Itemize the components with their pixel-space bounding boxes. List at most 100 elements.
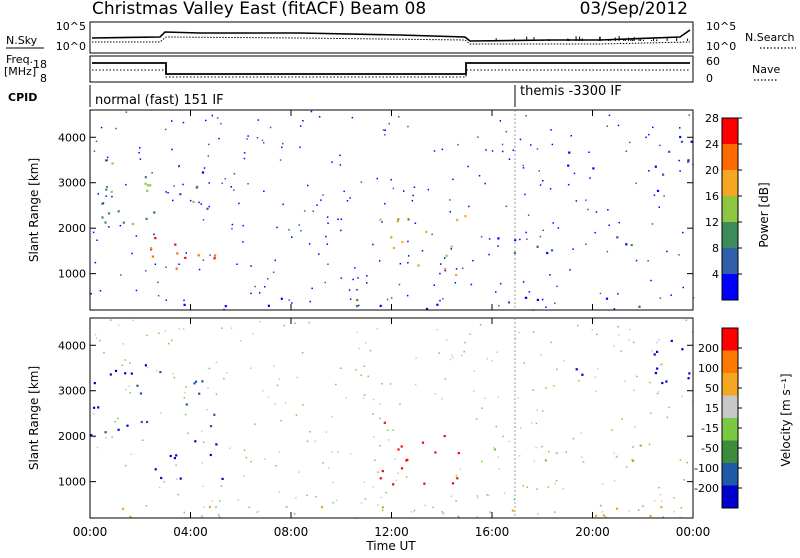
- echo-cell-sparse: [366, 282, 368, 284]
- echo-cell-sparse: [433, 284, 435, 286]
- echo-cell-sparse: [473, 370, 475, 372]
- echo-cell-sparse: [348, 289, 351, 291]
- echo-cell-sparse: [381, 221, 383, 223]
- echo-cell-sparse: [247, 183, 249, 185]
- echo-cell: [144, 182, 147, 185]
- echo-cell: [661, 381, 664, 385]
- echo-cell-sparse: [496, 351, 498, 353]
- echo-cell-sparse: [360, 181, 363, 183]
- echo-cell-sparse: [320, 199, 322, 201]
- echo-cell: [513, 251, 516, 254]
- echo-cell-sparse: [330, 451, 333, 453]
- echo-cell: [198, 392, 201, 395]
- echo-cell: [160, 476, 163, 480]
- echo-cell-sparse: [580, 432, 583, 434]
- echo-cell-sparse: [414, 222, 417, 224]
- echo-cell: [117, 210, 120, 213]
- echo-cell-sparse: [167, 192, 169, 194]
- echo-cell-sparse: [547, 486, 550, 488]
- echo-cell-sparse: [117, 324, 120, 326]
- colorbar-tick-label: 8: [712, 242, 719, 255]
- echo-cell-sparse: [340, 218, 343, 220]
- echo-cell: [146, 420, 149, 424]
- echo-cell-sparse: [455, 500, 457, 502]
- echo-cell-sparse: [635, 259, 638, 262]
- echo-cell-sparse: [545, 387, 547, 389]
- echo-cell-sparse: [381, 509, 384, 512]
- echo-cell-sparse: [340, 277, 343, 279]
- echo-cell-sparse: [124, 359, 126, 361]
- noise-left-label: N.Sky: [6, 34, 38, 47]
- echo-cell: [122, 221, 125, 224]
- freq-tick-bottom: 8: [40, 72, 47, 85]
- echo-cell-sparse: [111, 195, 113, 198]
- echo-cell-sparse: [629, 141, 631, 144]
- echo-cell: [568, 151, 571, 154]
- echo-cell-sparse: [656, 341, 658, 344]
- echo-cell-sparse: [411, 199, 414, 202]
- echo-cell-sparse: [177, 493, 179, 496]
- echo-cell: [145, 217, 148, 220]
- echo-cell-sparse: [284, 401, 287, 404]
- echo-cell: [131, 222, 134, 226]
- echo-cell-sparse: [99, 290, 102, 292]
- echo-cell-sparse: [524, 296, 527, 299]
- echo-cell: [654, 372, 657, 375]
- echo-cell-sparse: [617, 293, 619, 295]
- echo-cell-sparse: [135, 289, 138, 292]
- echo-cell-sparse: [308, 321, 310, 324]
- freq-label-2: [MHz]: [4, 65, 36, 78]
- echo-cell: [615, 507, 619, 510]
- echo-cell-sparse: [625, 466, 628, 468]
- colorbar-swatch: [722, 274, 738, 300]
- echo-cell: [425, 307, 429, 311]
- echo-cell-sparse: [172, 373, 174, 375]
- echo-cell-sparse: [125, 111, 128, 113]
- echo-cell-sparse: [146, 334, 148, 337]
- ytick-label: 3000: [58, 385, 86, 398]
- echo-cell-sparse: [607, 209, 609, 211]
- echo-cell-sparse: [512, 149, 515, 151]
- cpid-label: CPID: [8, 91, 37, 104]
- colorbar-tick-label: 50: [705, 382, 719, 395]
- echo-cell-sparse: [659, 144, 661, 147]
- echo-cell-sparse: [280, 420, 282, 422]
- echo-cell-sparse: [178, 328, 180, 330]
- echo-cell-sparse: [556, 285, 558, 288]
- colorbar-swatch: [722, 463, 738, 486]
- echo-cell: [208, 505, 211, 509]
- echo-cell-sparse: [613, 308, 616, 310]
- echo-cell-sparse: [207, 387, 209, 389]
- echo-cell-sparse: [182, 121, 185, 124]
- echo-cell-sparse: [298, 224, 300, 226]
- echo-cell-sparse: [541, 445, 543, 448]
- noise-sky-trace: [91, 29, 691, 42]
- echo-cell-sparse: [372, 398, 375, 401]
- echo-cell: [670, 339, 673, 342]
- echo-cell-sparse: [613, 345, 615, 347]
- echo-cell-sparse: [203, 506, 205, 508]
- echo-cell: [507, 301, 511, 304]
- echo-cell-sparse: [540, 354, 542, 356]
- echo-cell-sparse: [495, 425, 497, 428]
- echo-cell: [379, 304, 382, 307]
- echo-cell-sparse: [337, 451, 339, 453]
- echo-cell-sparse: [218, 500, 221, 502]
- ytick-label: 2000: [58, 430, 86, 443]
- echo-cell-sparse: [302, 120, 304, 122]
- echo-cell-sparse: [120, 274, 122, 276]
- echo-cell-sparse: [501, 150, 504, 153]
- echo-cell-sparse: [165, 299, 167, 301]
- echo-cell-sparse: [218, 514, 220, 516]
- echo-cell-sparse: [380, 496, 382, 499]
- echo-cell: [150, 248, 153, 251]
- echo-cell-sparse: [255, 511, 258, 513]
- echo-cell-sparse: [481, 460, 483, 463]
- echo-cell: [146, 189, 149, 192]
- echo-cell: [140, 420, 143, 424]
- echo-cell: [450, 245, 453, 248]
- echo-cell: [320, 506, 324, 509]
- echo-cell-sparse: [157, 281, 159, 284]
- echo-cell-sparse: [550, 129, 552, 131]
- echo-cell-sparse: [247, 135, 249, 137]
